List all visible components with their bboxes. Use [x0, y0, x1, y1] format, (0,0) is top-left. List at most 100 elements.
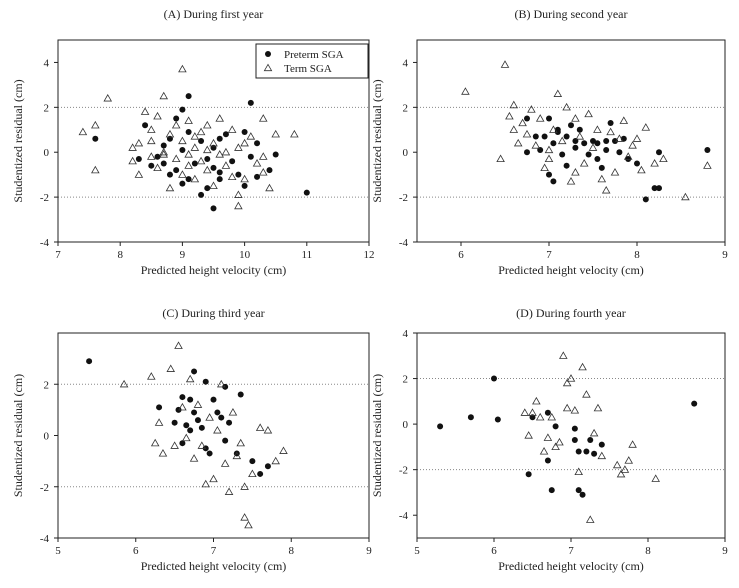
y-tick-label: -2 — [399, 465, 408, 477]
preterm-sga-point — [594, 155, 601, 162]
term-sga-point — [612, 460, 622, 469]
preterm-sga-point — [148, 162, 155, 169]
term-sga-point — [544, 154, 554, 163]
preterm-sga-point — [544, 457, 551, 464]
preterm-sga-point — [568, 122, 574, 129]
panel-b: (B) During second year 6 7 8 9 -4 -2 0 2 4 Predict… — [370, 7, 728, 277]
term-sga-point — [178, 64, 187, 73]
preterm-sga-point — [191, 409, 198, 416]
x-tick-label: 6 — [133, 545, 139, 557]
term-sga-point — [588, 143, 598, 151]
term-sga-point — [171, 154, 181, 163]
y-tick-label: 4 — [44, 57, 50, 69]
term-sga-point — [265, 183, 274, 192]
term-sga-point — [234, 143, 243, 151]
term-sga-point — [543, 433, 553, 441]
term-sga-point — [258, 152, 268, 160]
panel-a: (A) During first year 7 8 9 10 11 12 -4 -2 0 2 4 Pre… — [11, 7, 375, 277]
term-sga-point — [271, 456, 280, 465]
term-sga-point — [215, 114, 225, 122]
preterm-sga-point — [216, 135, 223, 142]
term-sga-point — [244, 520, 253, 529]
term-sga-point — [234, 190, 243, 198]
term-sga-point — [236, 438, 246, 447]
term-sga-point — [651, 474, 660, 482]
preterm-sga-point — [634, 160, 640, 167]
preterm-sga-point — [541, 133, 548, 140]
preterm-sga-point — [216, 169, 223, 176]
preterm-sga-point — [154, 153, 161, 160]
preterm-sga-point — [179, 106, 186, 113]
term-sga-point — [579, 159, 589, 167]
preterm-sga-point — [651, 185, 658, 192]
term-sga-point — [184, 161, 193, 169]
term-sga-point — [227, 125, 237, 133]
term-sga-point — [171, 120, 181, 129]
term-sga-point — [574, 467, 583, 476]
preterm-sga-point — [185, 93, 192, 100]
legend-box — [255, 43, 369, 79]
y-tick-label: 0 — [44, 431, 50, 443]
preterm-sga-point — [226, 419, 233, 426]
term-sga-point — [240, 174, 249, 183]
preterm-sga-point — [185, 129, 192, 136]
preterm-sga-point — [603, 138, 610, 144]
legend-label-term: Term SGA — [284, 63, 332, 75]
preterm-sga-point — [179, 146, 186, 153]
term-sga-point — [147, 152, 156, 160]
legend: Preterm SGA Term SGA — [255, 43, 369, 79]
y-tick-label: 0 — [403, 147, 409, 159]
term-sga-point — [258, 168, 268, 176]
y-tick-label: 4 — [403, 57, 409, 69]
preterm-sga-point — [247, 99, 254, 106]
panel-d: (D) During fourth year 5 6 7 8 9 -4 -2 0 2 4 Predic… — [370, 306, 728, 573]
term-sga-point — [134, 138, 144, 147]
term-sga-point — [535, 412, 545, 421]
term-sga-point — [150, 438, 160, 447]
preterm-sga-point — [216, 176, 223, 183]
term-sga-point — [190, 132, 200, 140]
term-sga-point — [159, 91, 169, 100]
term-sga-point — [178, 170, 187, 178]
x-tick-label: 9 — [180, 249, 186, 261]
preterm-sga-point — [142, 122, 149, 129]
y-tick-label: 0 — [403, 419, 409, 431]
preterm-sga-point — [171, 419, 178, 426]
preterm-sga-point — [92, 135, 99, 142]
term-sga-point — [528, 408, 537, 416]
x-tick-label: 5 — [414, 545, 420, 557]
preterm-sga-point — [571, 425, 578, 432]
panel-title: (C) During third year — [162, 306, 264, 320]
preterm-sga-point — [237, 391, 244, 398]
term-sga-point — [585, 515, 595, 523]
y-tick-label: -2 — [399, 192, 408, 204]
term-sga-point — [147, 125, 156, 133]
preterm-sga-point — [583, 448, 590, 455]
preterm-sga-point — [559, 151, 566, 158]
preterm-sga-point — [579, 491, 586, 498]
preterm-sga-point — [185, 176, 192, 183]
preterm-sga-point — [206, 450, 213, 457]
term-sga-point — [193, 400, 203, 408]
term-sga-point — [500, 60, 510, 68]
preterm-sga-point — [656, 149, 662, 156]
preterm-sga-point — [550, 178, 557, 185]
term-sga-point — [650, 159, 659, 167]
y-tick-label: -4 — [40, 533, 50, 545]
term-sga-point — [128, 156, 137, 165]
term-sga-point — [197, 441, 207, 449]
term-sga-point — [593, 125, 602, 133]
term-sga-point — [78, 127, 88, 136]
term-sga-point — [213, 425, 222, 434]
term-sga-point — [205, 413, 214, 421]
preterm-sga-point — [210, 164, 217, 171]
x-tick-label: 9 — [722, 545, 728, 557]
term-sga-point — [189, 454, 199, 462]
preterm-sga-point — [173, 167, 180, 174]
y-tick-label: -2 — [40, 482, 49, 494]
x-tick-label: 8 — [289, 545, 295, 557]
term-sga-point — [178, 402, 187, 411]
y-axis-label: Studentized residual (cm) — [370, 79, 384, 202]
plot-frame — [57, 39, 370, 243]
